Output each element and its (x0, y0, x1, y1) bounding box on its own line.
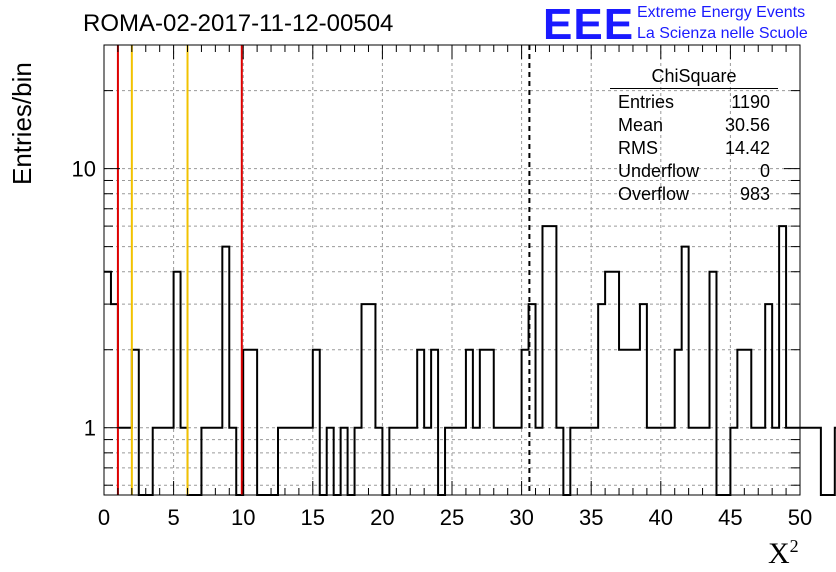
histogram-bin (807, 428, 814, 495)
stats-label: Overflow (618, 184, 690, 204)
histogram-bin (619, 350, 626, 495)
stats-row-overflow: Overflow 983 (610, 183, 778, 206)
grid-layer (104, 45, 800, 495)
eee-logo-line1: Extreme Energy Events (637, 4, 806, 21)
x-axis-label: X2 (768, 536, 799, 571)
histogram-bin (104, 272, 111, 495)
x-tick-label: 30 (509, 505, 533, 530)
histogram-bin (522, 350, 529, 495)
histogram-bin (243, 350, 250, 495)
histogram-bin (222, 247, 229, 495)
histogram-bin (800, 428, 807, 495)
axis-ticks: 0 5 10 15 20 25 30 35 40 45 50 1 10 (72, 45, 812, 530)
chart-title: ROMA-02-2017-11-12-00504 (83, 10, 394, 37)
histogram-bin (362, 304, 369, 495)
y-axis-label: Entries/bin (7, 62, 37, 185)
x-axis-label-base: X (768, 537, 790, 570)
stats-label: RMS (618, 138, 658, 158)
x-axis-label-sup: 2 (789, 536, 799, 556)
histogram-bin (542, 226, 549, 495)
stats-value: 1190 (731, 92, 770, 112)
stats-label: Entries (618, 92, 675, 112)
eee-logo: EEE (543, 0, 635, 49)
histogram-bin (765, 304, 772, 495)
x-tick-label: 35 (579, 505, 603, 530)
histogram-bin (675, 350, 682, 495)
histogram-bin (612, 272, 619, 495)
stats-label: Underflow (618, 161, 700, 181)
stats-row-rms: RMS 14.42 (610, 137, 778, 160)
stats-value: 30.56 (724, 115, 770, 135)
histogram-bin (549, 226, 556, 495)
stats-box: ChiSquare Entries 1190 Mean 30.56 RMS 14.42… (610, 66, 778, 206)
histogram-bin (174, 272, 181, 495)
stats-row-mean: Mean 30.56 (610, 114, 778, 137)
x-tick-label: 10 (231, 505, 255, 530)
histogram-bin (480, 350, 487, 495)
histogram-bin (779, 226, 786, 495)
histogram-bars (104, 225, 836, 496)
x-tick-label: 20 (370, 505, 394, 530)
marker-lines (116, 45, 531, 495)
histogram-bin (633, 350, 640, 495)
histogram-bin (682, 247, 689, 495)
histogram-bin (598, 304, 605, 495)
histogram-bin (640, 304, 647, 495)
x-tick-label: 50 (788, 505, 812, 530)
histogram-bin (710, 272, 717, 495)
histogram-bin (605, 272, 612, 495)
histogram-bin (737, 350, 744, 495)
histogram-bin (250, 350, 257, 495)
histogram-bin (313, 350, 320, 495)
y-tick-label: 1 (84, 416, 96, 441)
stats-row-entries: Entries 1190 (610, 91, 778, 114)
histogram-bin (744, 350, 751, 495)
histogram-bin (466, 350, 473, 495)
histogram-outline (104, 225, 836, 496)
histogram-bin (814, 428, 821, 495)
histogram-bin (368, 304, 375, 495)
stats-value: 983 (739, 184, 770, 204)
y-tick-label: 10 (72, 157, 96, 182)
x-tick-label: 0 (98, 505, 110, 530)
histogram-bin (487, 350, 494, 495)
stats-value: 0 (759, 161, 770, 181)
x-tick-label: 40 (649, 505, 673, 530)
stats-value: 14.42 (724, 138, 770, 158)
histogram-bin (417, 350, 424, 495)
x-tick-label: 25 (440, 505, 464, 530)
eee-logo-line2: La Scienza nelle Scuole (637, 25, 808, 42)
histogram-bin (431, 350, 438, 495)
stats-title: ChiSquare (610, 66, 778, 89)
histogram-bin (111, 304, 118, 495)
stats-row-underflow: Underflow 0 (610, 160, 778, 183)
histogram-bin (626, 350, 633, 495)
x-tick-label: 5 (167, 505, 179, 530)
x-tick-label: 45 (718, 505, 742, 530)
stats-label: Mean (618, 115, 664, 135)
x-tick-label: 15 (301, 505, 325, 530)
histogram-bin (132, 350, 139, 495)
